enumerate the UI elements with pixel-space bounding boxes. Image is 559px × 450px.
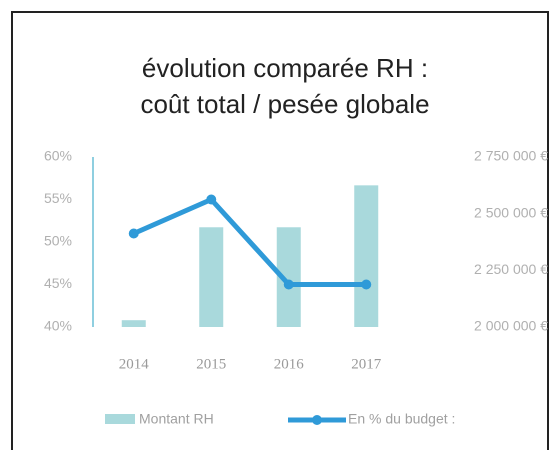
x-tick-label: 2016 bbox=[274, 356, 305, 372]
bar bbox=[354, 185, 379, 327]
line bbox=[132, 197, 367, 287]
bar bbox=[199, 227, 224, 327]
y-tick-label: 40% bbox=[44, 318, 72, 334]
line-marker bbox=[283, 279, 294, 290]
chart-title: coût total / pesée globale bbox=[140, 89, 429, 119]
x-tick-label: 2017 bbox=[351, 356, 382, 372]
legend-swatch bbox=[105, 414, 135, 424]
y2-tick-label: 2 000 000 € bbox=[474, 318, 548, 334]
y-tick-label: 55% bbox=[44, 190, 72, 206]
y2-tick-label: 2 250 000 € bbox=[474, 261, 548, 277]
y-tick-label: 50% bbox=[44, 233, 72, 249]
line-marker bbox=[206, 194, 217, 205]
line-marker bbox=[128, 228, 139, 239]
x-tick-label: 2014 bbox=[119, 356, 150, 372]
y2-tick-label: 2 750 000 € bbox=[474, 148, 548, 164]
legend-marker bbox=[312, 415, 322, 425]
line-marker bbox=[361, 279, 372, 290]
y-tick-label: 60% bbox=[44, 148, 72, 164]
legend-label: En % du budget : bbox=[348, 411, 455, 427]
frame bbox=[11, 11, 549, 450]
y2-tick-label: 2 500 000 € bbox=[474, 204, 548, 220]
bar bbox=[121, 320, 146, 327]
legend-label: Montant RH bbox=[139, 411, 214, 427]
x-tick-label: 2015 bbox=[196, 356, 226, 372]
chart-title: évolution comparée RH : bbox=[142, 53, 428, 83]
y-tick-label: 45% bbox=[44, 275, 72, 291]
